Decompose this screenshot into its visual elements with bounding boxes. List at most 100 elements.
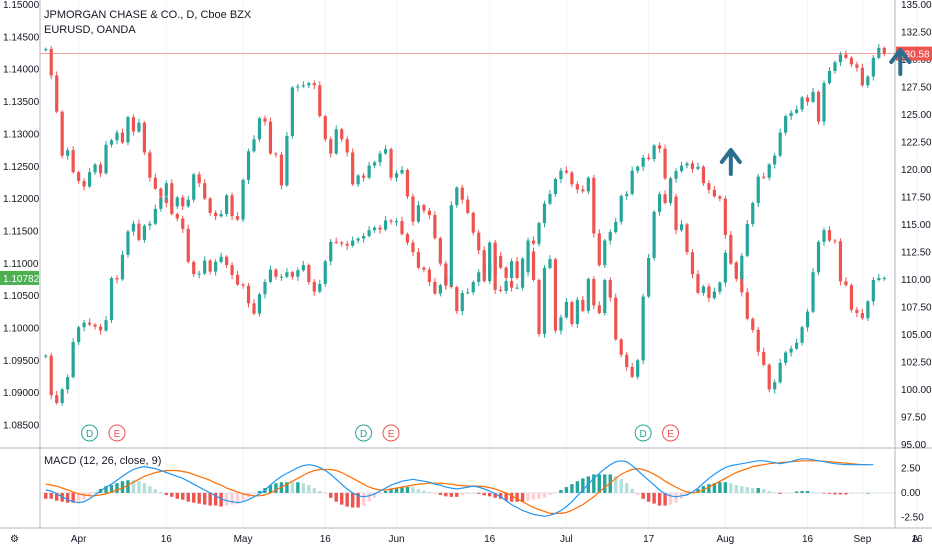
- candle-body: [142, 225, 146, 240]
- candle-body: [301, 265, 305, 271]
- candle-body: [734, 263, 738, 279]
- candle-body: [745, 223, 749, 256]
- candle-body: [329, 241, 333, 262]
- macd-histogram-bar: [405, 487, 410, 493]
- candle-body: [329, 139, 333, 154]
- candle-body: [542, 267, 547, 334]
- macd-histogram-bar: [438, 492, 443, 495]
- candle-body: [477, 272, 481, 282]
- macd-histogram-bar: [87, 492, 92, 496]
- candle-body: [652, 211, 656, 258]
- event-marker[interactable]: E: [108, 424, 126, 442]
- candle-body: [504, 281, 508, 291]
- candle-body: [219, 256, 223, 262]
- right-axis-tick: 100.00: [901, 385, 932, 396]
- candle-body: [701, 166, 706, 184]
- macd-histogram-bar: [668, 492, 673, 505]
- candle-body: [345, 243, 349, 246]
- event-marker[interactable]: D: [634, 424, 652, 442]
- candle-body: [625, 354, 629, 367]
- macd-histogram-bar: [76, 492, 81, 502]
- candle-body: [279, 154, 284, 186]
- event-marker[interactable]: E: [662, 424, 680, 442]
- candle-body: [762, 176, 766, 178]
- macd-histogram-bar: [816, 492, 821, 494]
- left-axis-tick: 1.10000: [3, 324, 40, 335]
- macd-histogram-bar: [663, 492, 667, 506]
- candle-body: [816, 241, 821, 273]
- candle-body: [740, 255, 744, 279]
- candle-body: [235, 216, 240, 220]
- candle-body: [362, 236, 366, 239]
- candle-body: [471, 212, 475, 233]
- candle-body: [751, 318, 755, 330]
- macd-histogram-bar: [477, 492, 481, 494]
- candle-body: [575, 184, 579, 190]
- candle-body: [148, 223, 152, 226]
- macd-histogram-bar: [575, 481, 580, 493]
- macd-histogram-bar: [120, 481, 125, 493]
- macd-histogram-bar: [65, 492, 70, 503]
- macd-histogram-bar: [224, 492, 229, 506]
- candle-body: [531, 251, 536, 280]
- time-axis-tick: Aug: [716, 534, 734, 545]
- candle-body: [805, 311, 810, 328]
- candle-body: [93, 324, 97, 327]
- candle-body: [137, 223, 141, 240]
- event-marker[interactable]: D: [81, 424, 99, 442]
- candle-body: [438, 238, 442, 264]
- candle-body: [630, 366, 634, 377]
- candle-body: [767, 164, 771, 178]
- candle-body: [674, 196, 678, 231]
- candle-body: [608, 280, 612, 298]
- candle-body: [526, 251, 530, 273]
- macd-histogram-bar: [718, 482, 722, 493]
- auto-scale-button[interactable]: A: [912, 534, 919, 545]
- candle-body: [657, 145, 662, 149]
- macd-histogram-bar: [170, 492, 174, 497]
- time-axis-tick: 16: [912, 534, 924, 545]
- candle-body: [614, 221, 618, 233]
- candle-body: [307, 83, 311, 86]
- candle-body: [586, 177, 590, 192]
- candle-body: [225, 256, 229, 266]
- candle-body: [98, 326, 103, 331]
- macd-legend[interactable]: MACD (12, 26, close, 9): [44, 455, 162, 467]
- candle-body: [104, 144, 108, 174]
- settings-icon[interactable]: ⚙: [10, 534, 19, 545]
- macd-histogram-bar: [372, 492, 377, 498]
- candle-body: [784, 352, 788, 363]
- macd-histogram-bar: [356, 492, 360, 508]
- candle-body: [137, 122, 141, 132]
- event-marker[interactable]: E: [382, 424, 400, 442]
- candle-body: [225, 195, 229, 214]
- candle-body: [537, 280, 541, 334]
- candle-body: [268, 269, 273, 282]
- left-axis-tick: 1.11000: [3, 259, 39, 270]
- candle-body: [334, 241, 338, 243]
- candle-body: [515, 261, 519, 279]
- macd-histogram-bar: [383, 490, 388, 493]
- macd-histogram-bar: [208, 492, 212, 506]
- macd-histogram-bar: [400, 487, 404, 493]
- candle-body: [674, 171, 678, 179]
- right-axis-tick: 107.50: [901, 303, 932, 314]
- macd-histogram-bar: [230, 492, 234, 505]
- candle-body: [855, 309, 859, 313]
- candle-body: [98, 164, 103, 174]
- macd-histogram-bar: [378, 492, 382, 494]
- candle-body: [416, 205, 421, 222]
- event-marker[interactable]: D: [355, 424, 373, 442]
- compare-series-legend[interactable]: EURUSD, OANDA: [44, 24, 136, 36]
- candle-body: [400, 170, 404, 174]
- candle-body: [345, 139, 349, 153]
- macd-histogram-bar: [285, 482, 289, 493]
- macd-histogram-bar: [794, 491, 799, 493]
- macd-histogram-bar: [833, 492, 837, 495]
- arrow-up-icon: [719, 148, 742, 176]
- main-series-legend[interactable]: JPMORGAN CHASE & CO., D, Cboe BZX: [44, 9, 252, 21]
- macd-histogram-bar: [772, 492, 777, 494]
- candle-body: [334, 129, 338, 154]
- candle-body: [597, 233, 601, 266]
